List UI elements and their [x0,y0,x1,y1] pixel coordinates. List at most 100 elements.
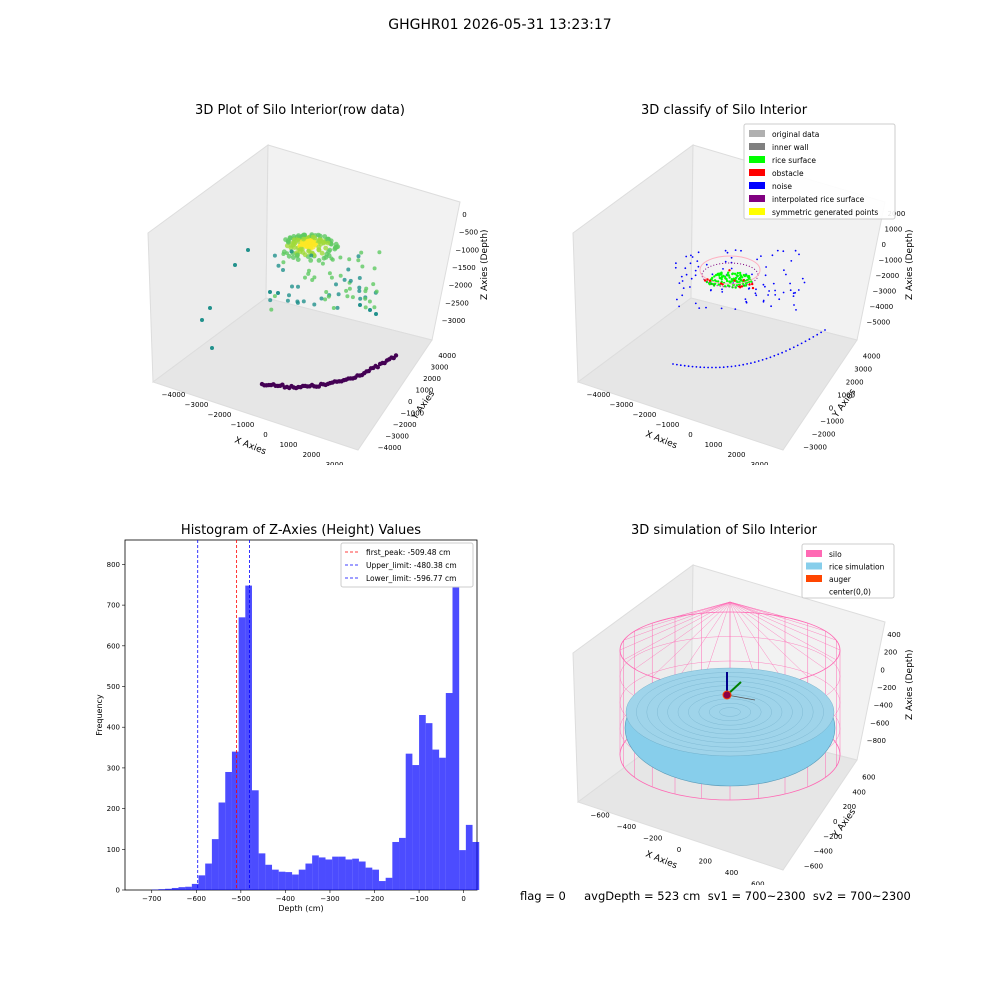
plot1-point [312,302,317,307]
plot2-point [703,366,706,369]
plot2-point [740,279,743,282]
plot2-legend-swatch [749,143,765,150]
plot1-z-tick: −1500 [452,264,476,272]
plot1-point [302,252,308,258]
plot1-point [326,249,331,255]
plot4-silo-roof-line [729,601,808,678]
plot2-point [684,267,687,270]
plot3-bar [198,875,206,890]
plot4-y-tick: −400 [814,848,833,856]
plot1-point [372,305,377,310]
plot2-point [690,277,693,280]
plot1-z-tick: −2500 [445,299,469,307]
plot4-x-tick: 200 [699,857,712,865]
plot1-point [317,237,323,243]
plot1-point [374,312,378,316]
plot1-point [268,298,273,303]
plot1-points [200,232,399,391]
plot1-point [246,248,250,252]
plot3-y-tick: 700 [107,602,120,610]
plot3-bar [312,855,319,890]
plot2-point [699,366,702,369]
plot1-point [393,353,399,358]
plot1-point [309,253,314,258]
plot2-point [696,260,699,262]
plot4-silo-roof-line [729,601,826,670]
plot4-z-tick: 0 [880,666,884,674]
plot4-silo-roof-line [729,601,826,632]
plot2-point [738,283,741,286]
plot2-point [765,266,767,268]
plot2-point [694,274,697,277]
plot3-y-tick: 100 [107,846,120,854]
plot1-point [325,240,331,246]
plot2-point [765,357,768,360]
plot1-x-tick: 0 [263,431,267,439]
plot2-point [734,249,737,252]
plot1-point [360,264,365,269]
plot4-x-ticks: −600 −400 −200 0 200 400 600 [591,812,765,885]
plot1-point [336,292,341,297]
plot2-point [691,256,694,258]
plot3-x-tick: −300 [320,895,339,903]
plot2-legend-swatch [749,208,765,215]
plot2-point [737,277,741,281]
plot2-point [685,255,688,258]
plot2-z-tick: 2000 [888,210,906,218]
plot2-point [792,295,795,297]
plot2-title: 3D classify of Silo Interior [640,103,808,118]
plot1-y-tick: 1000 [416,386,434,394]
plot3-bar [278,871,286,890]
plot3-bar [211,839,219,890]
plot3-bar [298,869,306,890]
plot2-point [726,251,729,254]
plot2-xlabel: X Axies [644,430,679,452]
status-footer: flag = 0 avgDepth = 523 cm sv1 = 700~230… [520,889,911,903]
plot2-point [716,280,720,283]
plot3-bar [191,883,199,890]
plot3-y-tick: 200 [107,805,120,813]
plot1-point [326,294,331,299]
plot3-bar [345,859,353,890]
plot3-x-tick: −600 [187,895,206,903]
plot3-bar [332,856,339,890]
plot1-y-tick: −4000 [378,444,402,452]
plot1-point [322,234,328,239]
plot2-points [672,249,826,369]
plot2-point [754,292,757,295]
plot2-point [756,258,758,261]
plot3-bar [365,867,373,890]
plot2-point [745,300,748,303]
plot3-histogram: −700 −600 −500 −400 −300 −200 −100 0 0 100 200 300… [95,539,480,913]
plot2-point [683,364,686,367]
plot1-point [377,250,382,255]
plot2-y-tick: 4000 [863,353,881,361]
plot2-point [672,363,674,365]
plot2-point [722,274,725,278]
plot1-point [357,289,362,293]
plot1-point [272,253,277,258]
plot1-point [289,249,294,254]
plot2-point [722,268,724,270]
plot1-point [371,282,376,287]
plot1-point [281,252,286,256]
plot3-bar [439,757,446,890]
plot1-point [281,268,285,272]
plot4-xlabel: X Axies [644,850,679,872]
plot1-z-tick: −500 [459,229,478,237]
plot3-bar [178,887,186,890]
plot4-silo-roof-line [729,601,786,684]
plot2-point [768,290,770,292]
plot4-silo-roof-line [623,601,731,641]
plot2-point [797,289,800,291]
plot3-bar [425,723,433,890]
plot1-point [330,257,335,262]
plot1-point [356,254,361,259]
figure-title: GHGHR01 2026-05-31 13:23:17 [388,17,612,33]
plot4-y-tick: −600 [804,863,823,871]
plot1-point [368,308,372,312]
plot2-z-tick: 1000 [885,225,903,233]
plot1-point [324,290,329,294]
plot4-rice-grid [698,698,762,726]
plot2-legend-label: interpolated rice surface [772,195,865,204]
